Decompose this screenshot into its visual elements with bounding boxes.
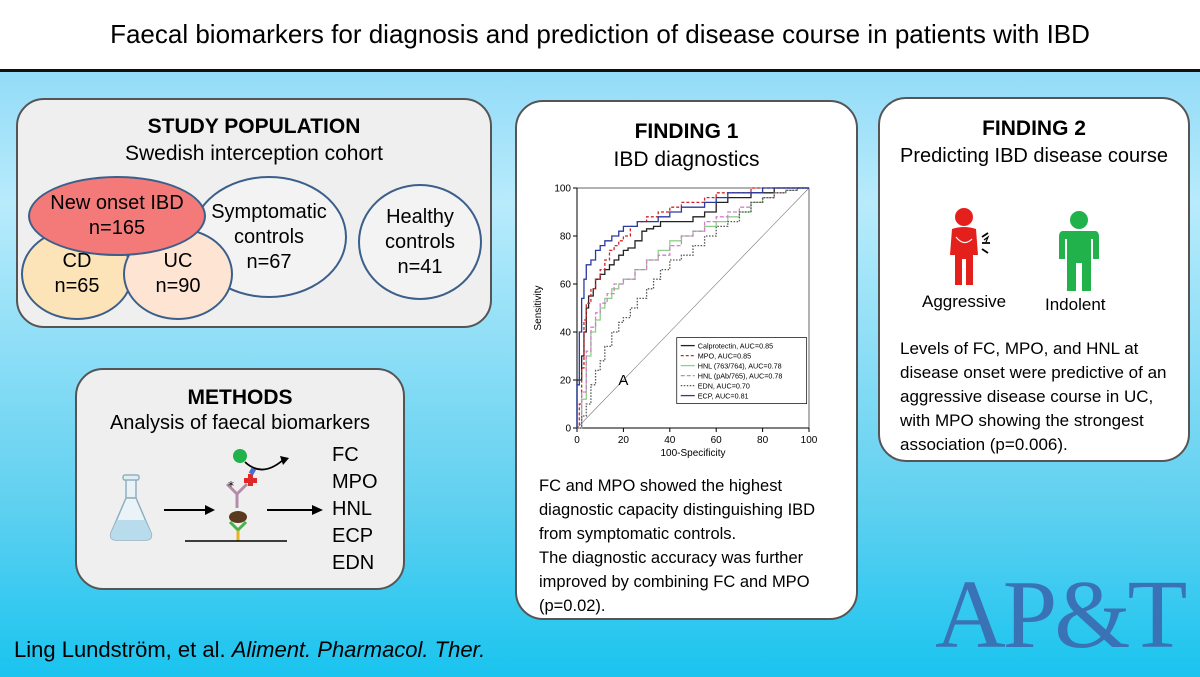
cd-label: CD	[62, 250, 92, 272]
citation-journal: Aliment. Pharmacol. Ther.	[231, 637, 486, 662]
marker-edn: EDN	[332, 552, 375, 574]
roc-series-4	[577, 187, 809, 429]
x-tick-label: 0	[574, 435, 580, 446]
cd-count: n=65	[54, 275, 100, 297]
x-axis-label: 100-Specificity	[660, 448, 725, 459]
roc-chart: 0 20 40 60 80 100 0 20 40 60 80 100 100-Specificity S…	[533, 184, 818, 460]
indolent-person-icon	[1059, 211, 1099, 291]
y-tick-label: 40	[560, 328, 572, 339]
study-population-heading: STUDY POPULATION	[147, 115, 361, 138]
page-title: Faecal biomarkers for diagnosis and pred…	[110, 19, 1090, 49]
detection-antibody-icon: *	[225, 467, 257, 508]
methods-heading: METHODS	[187, 386, 293, 409]
legend-label: HNL (pAb/765), AUC=0.78	[698, 372, 783, 381]
y-axis-label: Sensitivity	[533, 285, 544, 330]
citation: Ling Lundström, et al. Aliment. Pharmaco…	[14, 637, 485, 663]
symptomatic-label-line2: controls	[233, 225, 305, 248]
roc-series-1	[577, 187, 809, 429]
y-tick-label: 80	[560, 232, 572, 243]
reference-diagonal	[576, 187, 810, 429]
legend-label: EDN, AUC=0.70	[698, 382, 750, 391]
new-onset-ibd-label: New onset IBD	[50, 192, 184, 214]
roc-series-3	[577, 187, 809, 429]
symptomatic-count: n=67	[246, 250, 292, 273]
marker-list: FC MPO HNL ECP EDN	[332, 442, 378, 577]
finding1-panel: FINDING 1 IBD diagnostics 0 20 40 60 80 100 0 2…	[515, 100, 858, 620]
antigen-icon	[229, 511, 247, 523]
svg-text:*: *	[228, 479, 234, 493]
finding1-heading: FINDING 1	[634, 120, 739, 143]
methods-subheading: Analysis of faecal biomarkers	[109, 412, 371, 434]
finding2-subheading: Predicting IBD disease course	[900, 145, 1168, 167]
x-tick-label: 80	[757, 435, 769, 446]
y-tick-label: 60	[560, 280, 572, 291]
marker-ecp: ECP	[332, 525, 374, 547]
legend-label: HNL (763/764), AUC=0.78	[698, 362, 782, 371]
y-tick-label: 20	[560, 376, 572, 387]
marker-hnl: HNL	[332, 498, 373, 520]
marker-fc: FC	[332, 444, 359, 466]
x-tick-label: 40	[664, 435, 676, 446]
roc-series-5	[576, 187, 809, 428]
indolent-label: Indolent	[1045, 295, 1106, 314]
healthy-count: n=41	[397, 255, 443, 278]
finding2-panel: FINDING 2 Predicting IBD disease course …	[878, 97, 1190, 462]
new-onset-ibd-ellipse: New onset IBD n=165	[28, 176, 206, 256]
finding1-text: FC and MPO showed the highest diagnostic…	[539, 474, 849, 618]
arrow-icon	[164, 505, 215, 515]
new-onset-ibd-count: n=165	[88, 217, 146, 239]
symptomatic-label-line1: Symptomatic	[211, 200, 327, 223]
capture-antibody-icon	[228, 520, 248, 541]
x-tick-label: 60	[711, 435, 723, 446]
study-population-panel: STUDY POPULATION Swedish interception co…	[16, 98, 492, 328]
legend-label: MPO, AUC=0.85	[698, 352, 751, 361]
legend-label: Calprotectin, AUC=0.85	[698, 342, 773, 351]
finding1-text-line1: FC and MPO showed the highest diagnostic…	[539, 477, 816, 543]
header-bar: Faecal biomarkers for diagnosis and pred…	[0, 0, 1200, 72]
citation-authors: Ling Lundström, et al.	[14, 637, 232, 662]
aggressive-label: Aggressive	[922, 292, 1007, 311]
finding1-subheading: IBD diagnostics	[613, 148, 760, 171]
roc-series-0	[576, 187, 809, 428]
flask-icon	[109, 474, 153, 541]
y-tick-label: 0	[565, 424, 571, 435]
released-antigen-icon	[233, 449, 247, 463]
methods-panel: METHODS Analysis of faecal biomarkers *	[75, 368, 405, 590]
x-tick-label: 20	[618, 435, 630, 446]
healthy-label-line1: Healthy	[386, 205, 454, 228]
uc-label: UC	[163, 250, 193, 272]
study-population-subheading: Swedish interception cohort	[125, 142, 383, 165]
y-tick-label: 100	[554, 184, 571, 195]
plot-frame	[576, 187, 810, 429]
legend-label: ECP, AUC=0.81	[698, 392, 749, 401]
finding1-text-line2: The diagnostic accuracy was further impr…	[539, 549, 810, 615]
legend-box	[676, 337, 808, 404]
assay-illustration: *	[109, 449, 323, 542]
uc-count: n=90	[155, 275, 201, 297]
journal-logo: AP&T	[935, 561, 1187, 669]
arrow-icon	[267, 505, 323, 515]
healthy-controls-ellipse: Healthy controls n=41	[358, 184, 482, 300]
healthy-label-line2: controls	[384, 230, 456, 253]
finding2-text: Levels of FC, MPO, and HNL at disease on…	[900, 339, 1167, 454]
x-tick-label: 100	[801, 435, 818, 446]
marker-mpo: MPO	[332, 471, 378, 493]
aggressive-person-icon	[950, 208, 990, 285]
finding2-heading: FINDING 2	[982, 117, 1086, 140]
curved-arrow-icon	[244, 459, 284, 471]
panel-label: A	[618, 372, 628, 389]
